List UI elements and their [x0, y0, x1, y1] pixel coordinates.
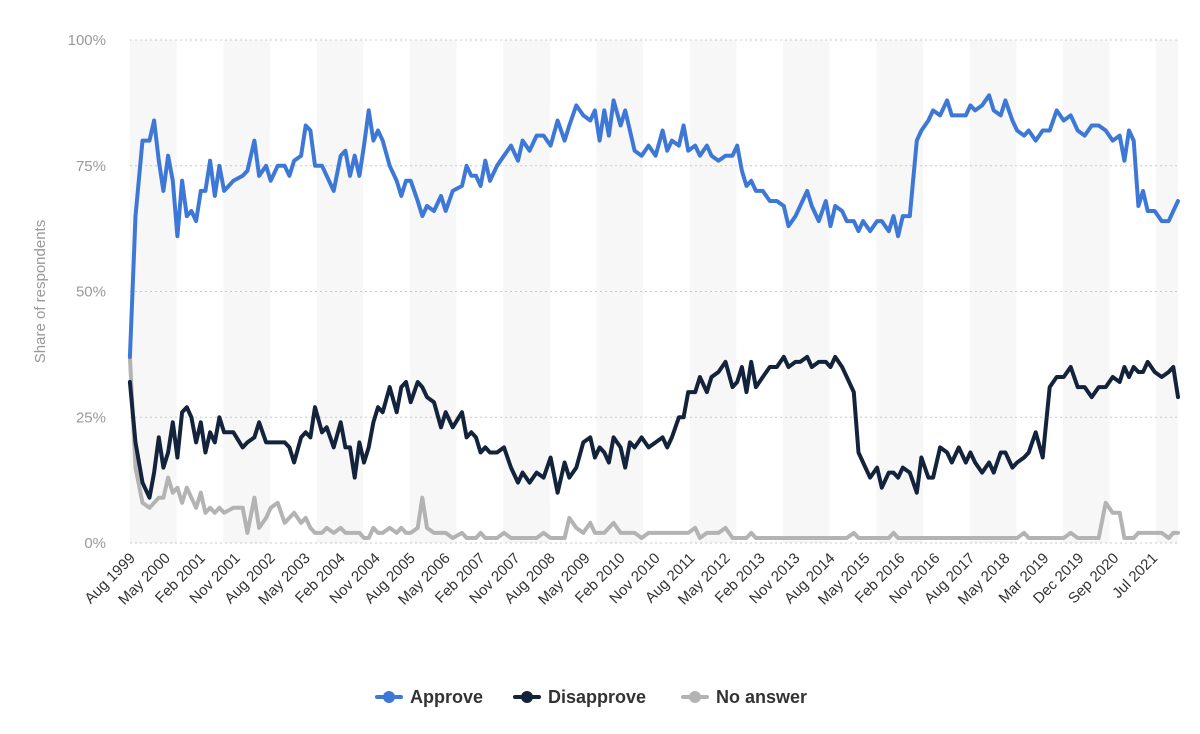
legend[interactable]: Approve Disapprove No answer — [375, 687, 807, 707]
legend-item-disapprove[interactable]: Disapprove — [513, 687, 646, 707]
y-axis-ticks: 0% 25% 50% 75% 100% — [68, 32, 106, 552]
background-band — [1156, 40, 1178, 543]
background-band — [689, 40, 737, 543]
legend-marker-dot — [689, 691, 701, 703]
series-line-approve — [127, 93, 1180, 359]
y-tick-label: 25% — [76, 409, 106, 426]
legend-label: Approve — [410, 687, 483, 707]
legend-item-no-answer[interactable]: No answer — [681, 687, 807, 707]
y-tick-label: 100% — [68, 32, 106, 49]
gridlines — [130, 39, 1178, 544]
y-tick-label: 0% — [84, 535, 106, 552]
y-tick-label: 75% — [76, 158, 106, 175]
series-lines — [127, 93, 1180, 540]
legend-marker-dot — [521, 691, 533, 703]
legend-label: No answer — [716, 687, 807, 707]
legend-label: Disapprove — [548, 687, 646, 707]
background-band — [409, 40, 457, 543]
series-line-disapprove — [127, 354, 1180, 500]
y-tick-label: 50% — [76, 284, 106, 301]
legend-item-approve[interactable]: Approve — [375, 687, 483, 707]
y-axis-label: Share of respondents — [32, 220, 49, 363]
series-line-no-answer — [127, 354, 1180, 540]
legend-marker-dot — [383, 691, 395, 703]
